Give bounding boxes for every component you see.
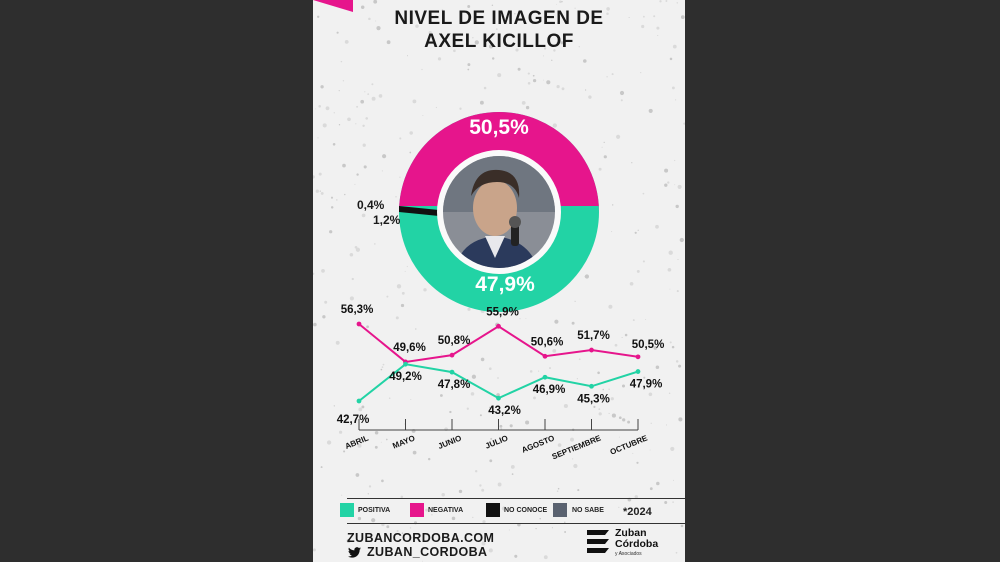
x-tick-label: SEPTIEMBRE — [551, 433, 603, 461]
data-label-positiva: 45,3% — [577, 393, 610, 405]
legend-label-positiva: POSITIVA — [358, 507, 391, 514]
legend-divider-bottom — [347, 523, 685, 524]
data-label-negativa: 56,3% — [341, 304, 374, 316]
year-note: *2024 — [623, 506, 652, 518]
brand-logo-icon — [587, 530, 609, 553]
no-sabe-donut-label: 1,2% — [373, 213, 401, 227]
data-point-positiva — [449, 369, 455, 375]
data-point-negativa — [542, 353, 548, 359]
no-conoce-donut-label: 0,4% — [357, 198, 385, 212]
data-label-negativa: 51,7% — [577, 330, 610, 342]
donut-chart — [399, 112, 599, 312]
negativa-donut-label: 50,5% — [469, 116, 529, 139]
twitter-handle[interactable]: ZUBAN_CORDOBA — [367, 545, 488, 559]
legend-label-no-sabe: NO SABE — [572, 507, 604, 514]
data-label-positiva: 47,9% — [630, 379, 663, 391]
data-point-positiva — [589, 383, 594, 389]
twitter-icon — [348, 547, 361, 558]
data-point-positiva — [496, 395, 501, 401]
data-label-negativa: 55,9% — [486, 306, 519, 318]
data-label-positiva: 49,2% — [389, 371, 422, 383]
data-point-negativa — [449, 352, 455, 358]
positiva-donut-label: 47,9% — [475, 273, 535, 296]
x-tick-label: AGOSTO — [520, 434, 555, 455]
legend-label-no-conoce: NO CONOCE — [504, 507, 548, 514]
x-tick-label: JULIO — [484, 434, 509, 451]
legend-swatch-no-sabe — [553, 503, 567, 517]
data-point-positiva — [635, 369, 641, 374]
x-tick-label: JUNIO — [437, 434, 463, 452]
page-title-line1: NIVEL DE IMAGEN DE — [394, 8, 604, 29]
data-label-negativa: 50,6% — [531, 336, 564, 348]
data-point-negativa — [635, 354, 641, 360]
data-point-positiva — [403, 361, 408, 367]
brand-name-line3: y Asociados — [615, 551, 642, 557]
page-title-line2: AXEL KICILLOF — [424, 31, 574, 52]
legend-divider-top — [347, 498, 685, 499]
corner-accent — [313, 0, 353, 12]
data-label-negativa: 50,5% — [632, 339, 665, 351]
data-point-positiva — [542, 374, 548, 380]
data-point-negativa — [589, 347, 594, 353]
brand-name-line2: Córdoba — [615, 538, 659, 550]
data-label-positiva: 43,2% — [488, 405, 521, 417]
data-label-negativa: 50,8% — [438, 335, 471, 347]
x-tick-label: ABRIL — [344, 433, 370, 451]
data-label-positiva: 42,7% — [337, 414, 370, 426]
data-point-negativa — [496, 323, 501, 329]
data-label-positiva: 47,8% — [438, 379, 471, 391]
x-tick-label: MAYO — [391, 434, 416, 451]
data-point-positiva — [356, 398, 362, 404]
data-point-negativa — [356, 321, 362, 327]
infographic-card: NIVEL DE IMAGEN DE AXEL KICILLOF 50,5% 4… — [313, 0, 685, 562]
legend-swatch-no-conoce — [486, 503, 500, 517]
data-label-positiva: 46,9% — [533, 384, 566, 396]
website-link[interactable]: ZUBANCORDOBA.COM — [347, 531, 495, 545]
legend-swatch-negativa — [410, 503, 424, 517]
data-label-negativa: 49,6% — [393, 342, 426, 354]
x-tick-label: OCTUBRE — [609, 433, 650, 456]
donut-slice-no-conoce — [399, 206, 439, 216]
brand-name-line1: Zuban — [615, 527, 647, 539]
legend-label-negativa: NEGATIVA — [428, 507, 464, 514]
legend-swatch-positiva — [340, 503, 354, 517]
